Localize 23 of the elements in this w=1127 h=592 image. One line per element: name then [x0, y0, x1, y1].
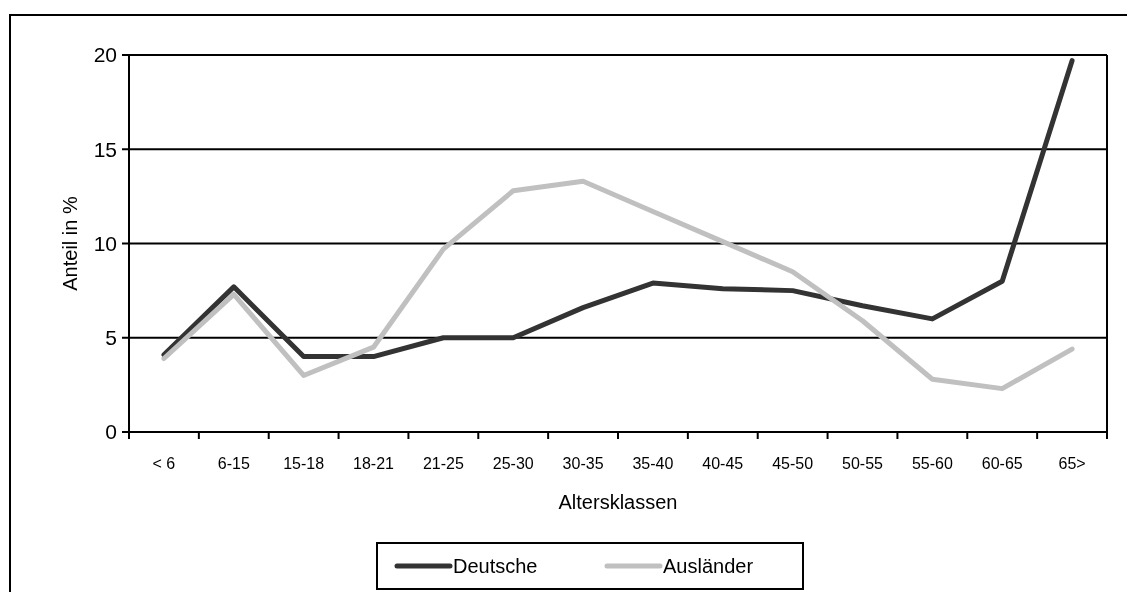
y-tick-label: 20 — [93, 43, 117, 67]
legend-label: Ausländer — [663, 555, 754, 577]
legend-label: Deutsche — [453, 555, 538, 577]
x-tick-label: 6-15 — [217, 454, 250, 472]
x-tick-label: 15-18 — [283, 454, 325, 472]
y-axis-title: Anteil in % — [59, 196, 81, 291]
y-tick-label: 10 — [93, 231, 117, 255]
x-tick-label: < 6 — [152, 454, 176, 472]
x-tick-label: 18-21 — [353, 454, 395, 472]
x-tick-label: 50-55 — [842, 454, 884, 472]
x-tick-label: 45-50 — [772, 454, 814, 472]
x-tick-label: 60-65 — [981, 454, 1023, 472]
x-tick-label: 25-30 — [492, 454, 534, 472]
x-tick-label: 65> — [1058, 454, 1086, 472]
y-tick-label: 15 — [93, 137, 117, 161]
x-tick-label: 35-40 — [632, 454, 674, 472]
y-tick-label: 5 — [105, 326, 117, 350]
x-axis-title: Altersklassen — [558, 491, 678, 513]
y-tick-label: 0 — [105, 420, 117, 444]
x-tick-label: 40-45 — [702, 454, 744, 472]
x-tick-label: 30-35 — [562, 454, 604, 472]
x-tick-label: 55-60 — [911, 454, 953, 472]
x-tick-label: 21-25 — [422, 454, 464, 472]
